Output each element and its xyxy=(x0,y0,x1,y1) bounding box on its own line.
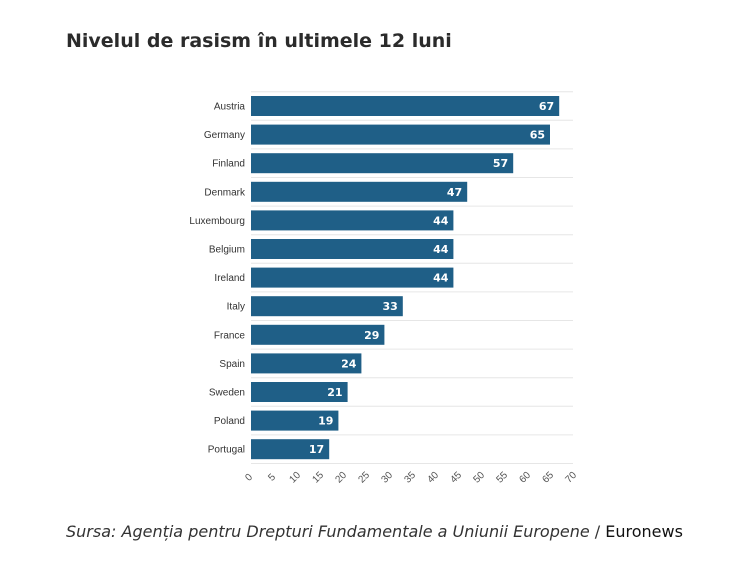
category-label: Poland xyxy=(214,416,245,427)
x-tick-label: 60 xyxy=(517,470,533,486)
x-tick-label: 25 xyxy=(356,470,372,486)
category-label: Finland xyxy=(212,159,245,170)
source-line: Sursa: Agenția pentru Drepturi Fundament… xyxy=(66,522,683,541)
source-text: Sursa: Agenția pentru Drepturi Fundament… xyxy=(66,522,590,541)
value-label: 44 xyxy=(433,214,449,227)
value-label: 29 xyxy=(364,329,379,342)
value-label: 65 xyxy=(530,129,545,142)
category-label: Belgium xyxy=(209,245,245,256)
value-label: 44 xyxy=(433,243,449,256)
category-label: Ireland xyxy=(214,273,245,284)
x-tick-label: 15 xyxy=(310,470,326,486)
category-label: France xyxy=(214,330,246,341)
x-tick-label: 5 xyxy=(266,472,278,484)
bar-poland xyxy=(251,410,339,431)
bar-belgium xyxy=(251,239,454,259)
value-label: 67 xyxy=(539,100,554,113)
value-label: 33 xyxy=(382,300,397,313)
category-label: Austria xyxy=(214,102,246,113)
bar-italy xyxy=(251,296,403,317)
x-tick-label: 45 xyxy=(448,470,464,486)
x-tick-label: 30 xyxy=(379,470,395,486)
value-label: 57 xyxy=(493,157,508,170)
value-label: 47 xyxy=(447,186,462,199)
x-tick-label: 55 xyxy=(494,470,510,486)
bar-france xyxy=(251,324,385,345)
bar-denmark xyxy=(251,181,468,202)
chart-title: Nivelul de rasism în ultimele 12 luni xyxy=(66,30,452,52)
x-tick-label: 0 xyxy=(243,472,255,484)
category-label: Germany xyxy=(204,130,245,141)
bar-austria xyxy=(251,96,560,116)
category-label: Italy xyxy=(227,302,245,313)
bar-spain xyxy=(251,353,362,374)
x-tick-label: 70 xyxy=(563,470,579,486)
source-brand: Euronews xyxy=(605,522,683,541)
category-label: Luxembourg xyxy=(189,216,245,227)
bar-ireland xyxy=(251,267,454,288)
category-label: Spain xyxy=(219,359,245,370)
bar-germany xyxy=(251,124,550,145)
x-tick-label: 40 xyxy=(425,470,441,486)
value-label: 19 xyxy=(318,415,333,428)
value-label: 44 xyxy=(433,272,449,285)
bar-portugal xyxy=(251,439,330,460)
category-label: Denmark xyxy=(204,187,246,198)
x-tick-label: 20 xyxy=(333,470,349,486)
bar-sweden xyxy=(251,382,348,402)
value-label: 24 xyxy=(341,357,357,370)
x-tick-label: 35 xyxy=(402,470,418,486)
category-label: Sweden xyxy=(209,388,245,399)
value-label: 17 xyxy=(309,443,324,456)
bar-luxembourg xyxy=(251,210,454,231)
bar-finland xyxy=(251,153,514,174)
x-tick-label: 50 xyxy=(471,470,487,486)
value-label: 21 xyxy=(327,386,342,399)
x-tick-label: 65 xyxy=(540,470,556,486)
x-tick-label: 10 xyxy=(287,470,303,486)
source-separator: / xyxy=(589,522,606,541)
category-label: Portugal xyxy=(208,445,245,456)
